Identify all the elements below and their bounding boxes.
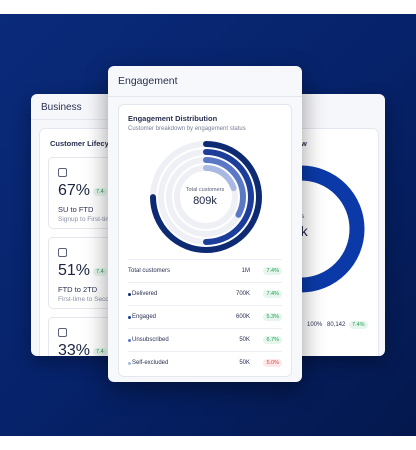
tile-desc: First-time to Secon [58,296,113,303]
tile-desc: Signup to First-time [58,216,115,223]
section-title: Customer Lifecycle [50,139,120,148]
tile-value: 33% [58,342,91,356]
center-value: 809k [193,195,217,207]
card-title: Business [41,102,82,113]
table-row: Total customers 1M 7.4% [128,259,282,282]
table-row: Engaged 600K 5.3% [128,305,282,328]
row-label: Delivered [132,291,158,297]
divider [108,96,302,97]
row-value: 600K [235,314,250,320]
section-title: Engagement Distribution [128,114,218,123]
row-label: Self-excluded [132,360,169,366]
row-value: 50K [239,360,250,366]
center-label: Total customers [185,187,225,193]
engagement-card: Engagement Engagement Distribution Custo… [108,66,302,382]
row-badge: 6.7% [263,336,282,344]
section-subtitle: Customer breakdown by engagement status [128,126,246,132]
legend-dot [128,339,131,342]
row-badge: 7.4% [263,290,282,298]
divider [31,119,151,120]
row-label: Engaged [132,314,157,320]
legend-dot [128,362,131,365]
distribution-panel: Engagement Distribution Customer breakdo… [118,104,292,377]
table-row: Self-excluded 50K 5.0% [128,351,282,374]
tile-icon [58,248,67,257]
row-badge: 5.3% [263,313,282,321]
row-value: 1M [241,268,250,274]
tile-name: SU to FTD [58,205,94,214]
tile-badge: 7.4 [93,188,107,196]
tile-badge: 7.4 [93,348,107,356]
rings [150,141,262,253]
ring-arc [166,157,246,237]
table-row: Delivered 700K 7.4% [128,282,282,305]
legend-dot [128,316,131,319]
section-title: w [301,139,307,148]
tile-icon [58,328,67,337]
ring-arc [174,165,238,229]
row-percent: 100% [307,322,323,328]
tile-value: 67% [58,182,91,199]
row-value: 50K [239,337,250,343]
ring-arc [158,149,254,245]
row-badge: 5.0% [263,359,282,367]
row-badge: 7.4% [263,267,282,275]
row-badge: 7.4% [349,321,368,329]
tile-value: 51% [58,262,91,279]
tile-name: FTD to 2TD [58,285,98,294]
card-title: Engagement [118,75,178,87]
row-label: Unsubscribed [132,337,169,343]
tile-icon [58,168,67,177]
tile-badge: 7.4 [93,268,107,276]
table-row: Unsubscribed 50K 6.7% [128,328,282,351]
row-count: 80,142 [327,322,346,328]
legend-dot [128,293,131,296]
ring-arc [150,141,262,253]
row-label: Total customers [128,268,171,274]
row-value: 700K [235,291,250,297]
